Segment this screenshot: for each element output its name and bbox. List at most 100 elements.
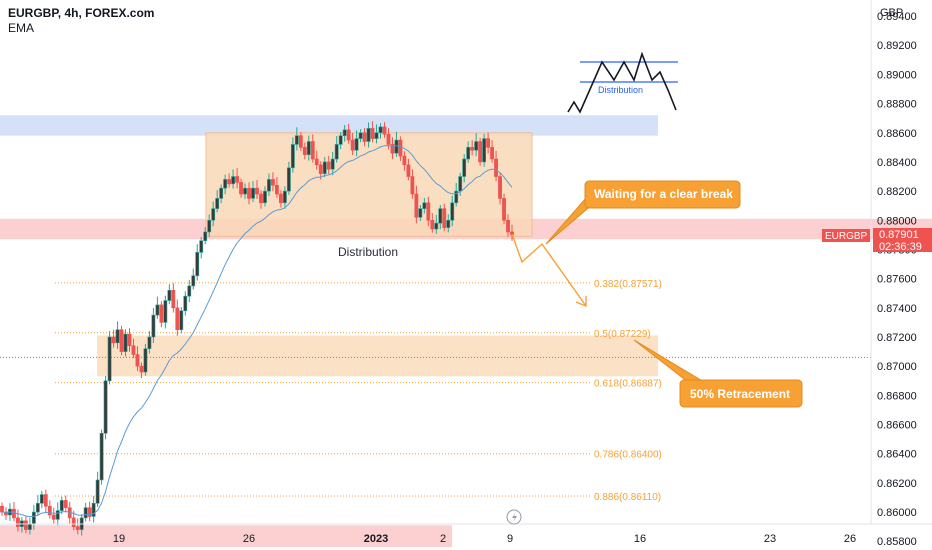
retracement-zone: [97, 335, 658, 377]
y-tick-label: 0.87200: [877, 332, 917, 344]
candle-body: [314, 158, 319, 166]
candle-body: [430, 219, 435, 230]
candle-body: [151, 314, 156, 338]
callout-break-box: [584, 180, 741, 209]
candle-body: [286, 167, 291, 192]
candle-body: [115, 329, 120, 344]
candle-body: [107, 336, 112, 382]
candle-body: [167, 290, 172, 301]
x-tick-label: 19: [113, 533, 125, 545]
y-tick-label: 0.86800: [877, 390, 917, 402]
candle-body: [346, 129, 351, 141]
candle-body: [199, 240, 204, 253]
callout-retracement-text: 50% Retracement: [690, 387, 790, 401]
candle-body: [243, 187, 247, 195]
candle-body: [27, 523, 32, 530]
candle-body: [390, 144, 395, 154]
candle-body: [103, 380, 108, 434]
candle-body: [35, 503, 40, 513]
replay-icon[interactable]: [506, 509, 522, 525]
candle-body: [398, 139, 403, 157]
candle-body: [334, 144, 339, 160]
candle-body: [195, 252, 200, 277]
candle-body: [203, 231, 208, 242]
candle-body: [159, 304, 164, 323]
candle-body: [338, 135, 343, 145]
candle-body: [111, 336, 116, 344]
fib-label: 0.886(0.86110): [594, 492, 661, 503]
candle-body: [282, 190, 287, 204]
candle-body: [426, 202, 431, 221]
ema-line: [1, 145, 513, 518]
y-tick-label: 0.88400: [877, 157, 917, 169]
candle-body: [16, 517, 20, 527]
y-tick-label: 0.86200: [877, 478, 917, 490]
candle-body: [482, 138, 487, 163]
indicator-label: EMA: [8, 21, 34, 35]
candle-body: [119, 329, 124, 352]
candle-body: [450, 202, 455, 221]
candle-body: [127, 333, 132, 347]
candle-body: [442, 208, 447, 228]
callout-retracement-box: [679, 379, 803, 408]
candle-body: [490, 147, 494, 160]
candle-body: [155, 304, 160, 316]
price-tag-countdown: 02:36:39: [879, 241, 922, 253]
x-tick-label: 16: [634, 533, 646, 545]
candle-body: [163, 300, 168, 323]
candle-body: [71, 517, 76, 527]
candle-body: [414, 193, 419, 218]
candle-body: [43, 494, 48, 507]
candle-body: [310, 141, 315, 160]
candle-body: [75, 526, 80, 530]
x-tick-label: 23: [764, 533, 776, 545]
candle-body: [494, 158, 498, 177]
symbol-tag-text: EURGBP: [825, 231, 868, 242]
candle-body: [454, 190, 459, 204]
candle-body: [410, 176, 415, 195]
candle-body: [131, 345, 136, 355]
candle-body: [474, 141, 479, 151]
candle-body: [259, 193, 263, 204]
candle-body: [231, 176, 235, 185]
candle-body: [458, 176, 463, 192]
candle-body: [87, 507, 92, 517]
candle-body: [302, 147, 307, 155]
y-tick-label: 0.86600: [877, 420, 917, 432]
candle-body: [59, 500, 64, 511]
candle-body: [139, 365, 144, 373]
candle-body: [438, 208, 443, 224]
candle-body: [247, 187, 251, 199]
candle-body: [318, 164, 323, 174]
y-tick-label: 0.86400: [877, 449, 917, 461]
y-tick-label: 0.86000: [877, 507, 917, 519]
candle-body: [406, 164, 411, 177]
x-tick-label: 26: [844, 533, 856, 545]
y-tick-label: 0.89000: [877, 69, 917, 81]
fib-label: 0.618(0.86887): [594, 379, 662, 390]
currency-label: GBP: [880, 7, 903, 19]
candle-body: [47, 505, 52, 516]
fib-label: 0.382(0.87571): [594, 279, 662, 290]
candle-body: [466, 147, 471, 160]
x-tick-label: 2023: [364, 533, 388, 545]
mini-distribution-label: Distribution: [598, 85, 643, 95]
candle-body: [382, 126, 387, 135]
fib-label: 0.5(0.87229): [594, 329, 651, 340]
y-tick-label: 0.89400: [877, 11, 917, 23]
distribution-label: Distribution: [338, 245, 398, 259]
candle-body: [378, 126, 383, 134]
y-tick-label: 0.87600: [877, 274, 917, 286]
candle-body: [498, 176, 502, 199]
candle-body: [402, 155, 407, 166]
candle-body: [502, 198, 506, 221]
candle-body: [342, 129, 347, 136]
y-tick-label: 0.88000: [877, 215, 917, 227]
candle-body: [506, 219, 510, 233]
candle-body: [207, 219, 212, 233]
y-tick-label: 0.88800: [877, 99, 917, 111]
candle-body: [366, 128, 371, 142]
x-tick-label: 2: [440, 533, 446, 545]
candle-body: [322, 161, 327, 174]
